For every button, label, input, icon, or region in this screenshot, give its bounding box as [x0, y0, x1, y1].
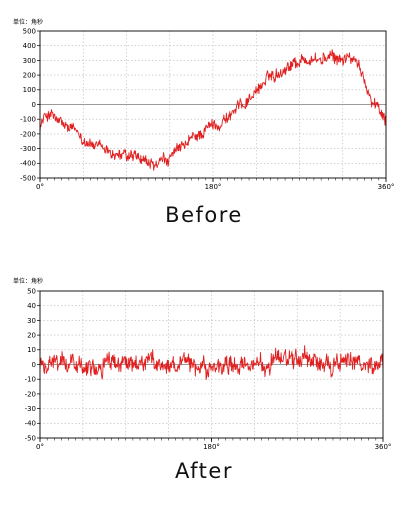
after-x-tick-label: 360° [375, 443, 392, 451]
before-x-tick-label: 180° [205, 183, 222, 191]
before-unit-label: 单位：角秒 [13, 19, 44, 26]
before-y-tick-label: 400 [23, 42, 36, 50]
before-x-tick-label: 360° [378, 183, 395, 191]
after-panel: 单位：角秒 -50 -40 -30 -20 -10 0 10 20 30 40 50 0° 180° 36… [0, 260, 408, 507]
before-series-line [39, 49, 387, 171]
after-x-tick-label: 0° [36, 443, 44, 451]
before-y-tick-label: -200 [20, 130, 36, 138]
after-x-tick-label: 180° [203, 443, 220, 451]
before-y-tick-label: -100 [20, 116, 36, 124]
after-y-tick-label: 30 [27, 317, 36, 325]
before-y-tick-label: 500 [23, 27, 36, 35]
before-caption: Before [165, 203, 243, 227]
after-y-tick-label: 10 [27, 346, 36, 354]
before-chart: -500 -400 -300 -200 -100 0 100 200 300 400 500 0° 18… [20, 27, 395, 191]
after-caption: After [175, 459, 233, 483]
after-y-tick-label: 20 [27, 332, 36, 340]
after-y-tick-label: -40 [25, 420, 36, 428]
before-y-tick-label: -500 [20, 174, 36, 182]
after-y-tick-label: 40 [27, 302, 36, 310]
before-x-tick-label: 0° [36, 183, 44, 191]
before-plot-frame [39, 30, 387, 179]
after-y-tick-label: 0 [32, 361, 36, 369]
after-y-tick-label: -20 [25, 390, 36, 398]
before-y-tick-label: 0 [32, 101, 36, 109]
after-chart: -50 -40 -30 -20 -10 0 10 20 30 40 50 0° 180° 360° [25, 287, 392, 451]
after-y-tick-label: -10 [25, 376, 36, 384]
before-y-tick-label: 200 [23, 72, 36, 80]
before-y-tick-label: -300 [20, 145, 36, 153]
before-y-tick-label: -400 [20, 160, 36, 168]
before-panel: 单位：角秒 -500 -400 -300 -200 -100 0 100 200 300 400 5… [13, 19, 395, 227]
after-series-line [39, 345, 384, 380]
before-y-tick-label: 300 [23, 57, 36, 65]
before-y-tick-label: 100 [23, 86, 36, 94]
after-plot-frame [39, 290, 384, 439]
after-y-tick-label: -30 [25, 405, 36, 413]
after-y-tick-label: 50 [27, 287, 36, 295]
after-unit-label: 单位：角秒 [13, 278, 44, 285]
after-y-tick-label: -50 [25, 434, 36, 442]
